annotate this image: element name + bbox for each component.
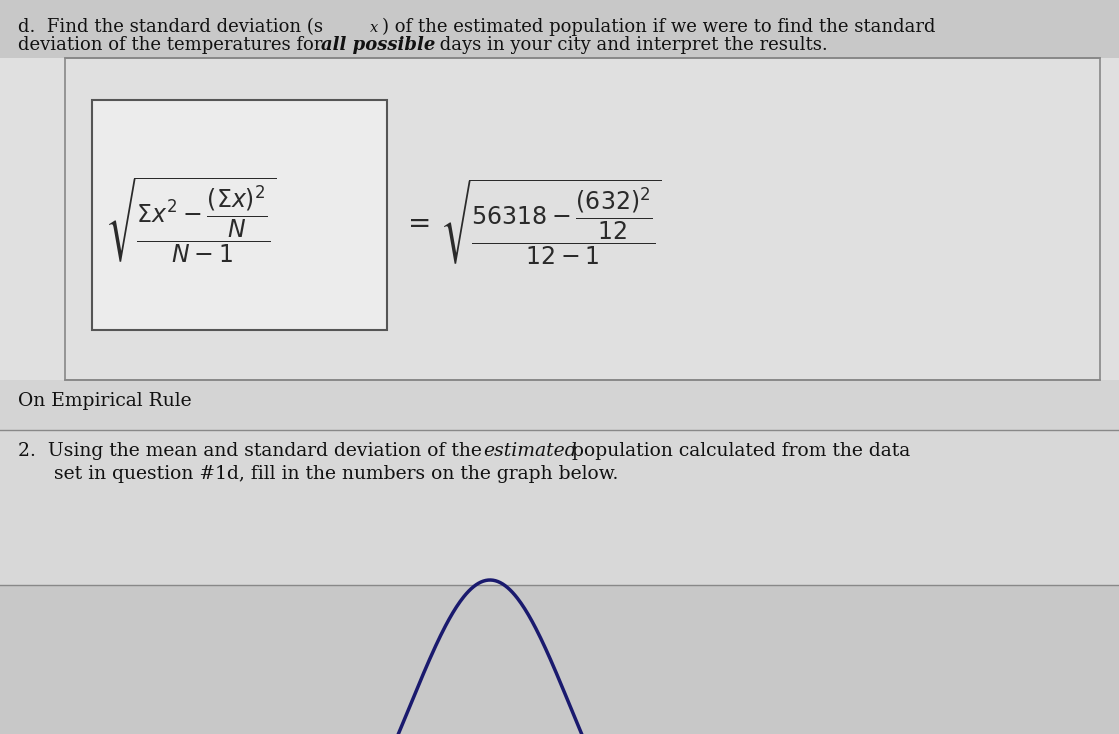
Text: ) of the estimated population if we were to find the standard: ) of the estimated population if we were… — [382, 18, 935, 36]
Bar — [0, 380, 1119, 430]
Text: d.  Find the standard deviation (s: d. Find the standard deviation (s — [18, 18, 323, 36]
Text: $\sqrt{\dfrac{56318 - \dfrac{(632)^2}{12}}{12-1}}$: $\sqrt{\dfrac{56318 - \dfrac{(632)^2}{12… — [440, 177, 661, 267]
Text: On Empirical Rule: On Empirical Rule — [18, 392, 191, 410]
Bar — [92, 100, 387, 330]
Text: set in question #1d, fill in the numbers on the graph below.: set in question #1d, fill in the numbers… — [18, 465, 619, 483]
Bar — [0, 58, 1119, 380]
Text: deviation of the temperatures for: deviation of the temperatures for — [18, 36, 328, 54]
Text: $\sqrt{\dfrac{\Sigma x^2 - \dfrac{(\Sigma x)^2}{N}}{N-1}}$: $\sqrt{\dfrac{\Sigma x^2 - \dfrac{(\Sigm… — [105, 175, 276, 265]
Text: 2.  Using the mean and standard deviation of the: 2. Using the mean and standard deviation… — [18, 442, 488, 460]
Bar — [0, 0, 1119, 58]
Text: estimated: estimated — [483, 442, 576, 460]
Text: population calculated from the data: population calculated from the data — [566, 442, 910, 460]
Bar — [0, 585, 1119, 734]
Bar — [65, 58, 1100, 380]
Text: days in your city and interpret the results.: days in your city and interpret the resu… — [434, 36, 828, 54]
Bar — [0, 430, 1119, 585]
Text: x: x — [370, 21, 378, 35]
Text: $=$: $=$ — [402, 208, 430, 236]
Text: all possible: all possible — [321, 36, 435, 54]
